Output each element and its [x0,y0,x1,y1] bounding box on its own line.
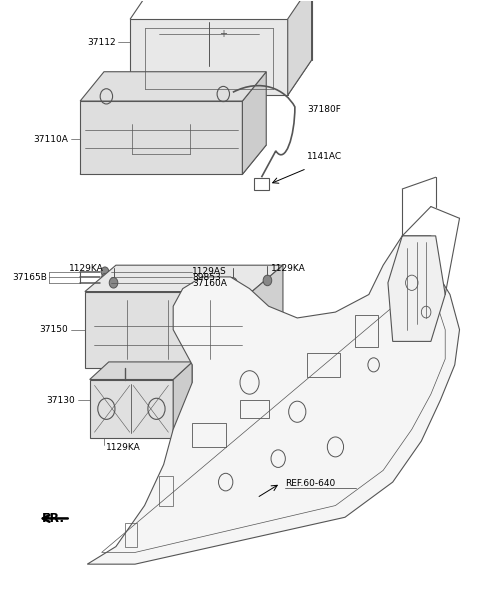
Text: 37165B: 37165B [12,273,47,282]
Bar [240,400,269,418]
Text: +: + [219,29,228,39]
Text: 37130: 37130 [47,396,75,405]
Bar [192,423,226,447]
Polygon shape [85,292,252,368]
Polygon shape [90,362,192,379]
Polygon shape [87,236,459,564]
Polygon shape [80,72,266,101]
Text: 1129KA: 1129KA [271,264,306,273]
Circle shape [101,267,109,276]
Text: 37110A: 37110A [33,135,68,144]
Bar [254,178,269,190]
Text: 37160A: 37160A [192,279,227,288]
Circle shape [109,277,118,288]
Polygon shape [90,379,173,438]
Polygon shape [85,265,283,292]
Text: 37112: 37112 [87,38,116,47]
Circle shape [263,275,272,286]
Polygon shape [388,236,445,342]
Polygon shape [130,60,312,95]
Text: 1129AS: 1129AS [192,267,227,276]
Polygon shape [173,362,192,438]
Text: 89853: 89853 [192,273,221,282]
Bar [307,353,340,376]
Text: FR.: FR. [42,512,65,525]
Text: REF.60-640: REF.60-640 [285,479,336,488]
Polygon shape [130,19,288,95]
Text: 1129KA: 1129KA [107,443,141,452]
Polygon shape [80,145,266,174]
Polygon shape [252,265,283,368]
Polygon shape [80,101,242,174]
Polygon shape [288,0,312,95]
Text: 1141AC: 1141AC [307,153,342,161]
Text: 37180F: 37180F [307,105,341,114]
Circle shape [102,273,108,282]
Bar [355,315,378,348]
Text: 37150: 37150 [39,325,68,334]
Text: 1129KA: 1129KA [69,264,104,273]
Circle shape [228,277,237,288]
Bar [159,477,173,505]
Bar [125,523,137,547]
Polygon shape [242,72,266,174]
